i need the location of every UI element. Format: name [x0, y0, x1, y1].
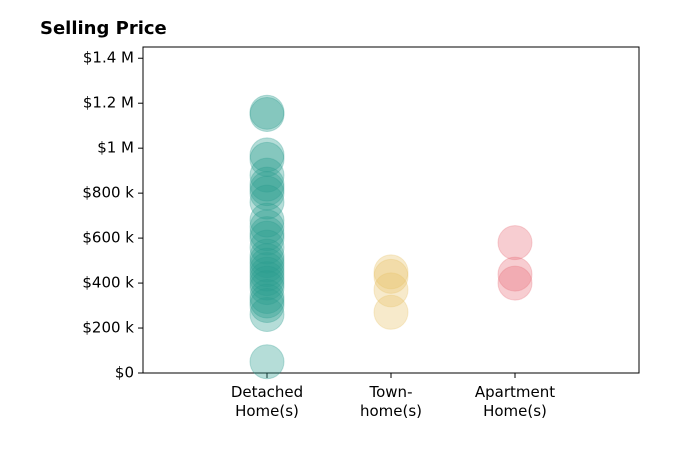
point [249, 216, 285, 252]
point [249, 171, 285, 207]
point [497, 256, 533, 292]
y-tick-label: $1.2 M [83, 94, 134, 112]
point [373, 258, 409, 294]
point [497, 265, 533, 301]
y-tick-label: $200 k [82, 319, 134, 337]
point [373, 254, 409, 290]
y-tick-label: $400 k [82, 274, 134, 292]
y-tick-label: $1 M [97, 139, 134, 157]
x-tick-label: Apartment Home(s) [475, 383, 555, 420]
point [249, 283, 285, 319]
y-tick-label: $1.4 M [83, 49, 134, 67]
point [249, 256, 285, 292]
point [249, 252, 285, 288]
point [249, 229, 285, 265]
point [249, 297, 285, 333]
point [249, 157, 285, 193]
point [249, 141, 285, 177]
point [249, 261, 285, 297]
point [249, 270, 285, 306]
point [249, 265, 285, 301]
point [249, 243, 285, 279]
point [249, 220, 285, 256]
point [249, 247, 285, 283]
point [249, 288, 285, 324]
y-tick-label: $600 k [82, 229, 134, 247]
point [249, 202, 285, 238]
point [249, 175, 285, 211]
point [497, 225, 533, 261]
y-tick-label: $800 k [82, 184, 134, 202]
point [249, 238, 285, 274]
point [249, 209, 285, 245]
point [249, 96, 285, 132]
point [249, 137, 285, 173]
point [249, 344, 285, 380]
point [373, 272, 409, 308]
chart-title: Selling Price [40, 18, 167, 39]
y-tick-label: $0 [115, 364, 134, 382]
point [373, 294, 409, 330]
x-tick-label: Detached Home(s) [231, 383, 303, 420]
x-tick-label: Town-home(s) [360, 383, 422, 420]
point [249, 166, 285, 202]
point [249, 94, 285, 130]
point [249, 279, 285, 315]
point [249, 184, 285, 220]
